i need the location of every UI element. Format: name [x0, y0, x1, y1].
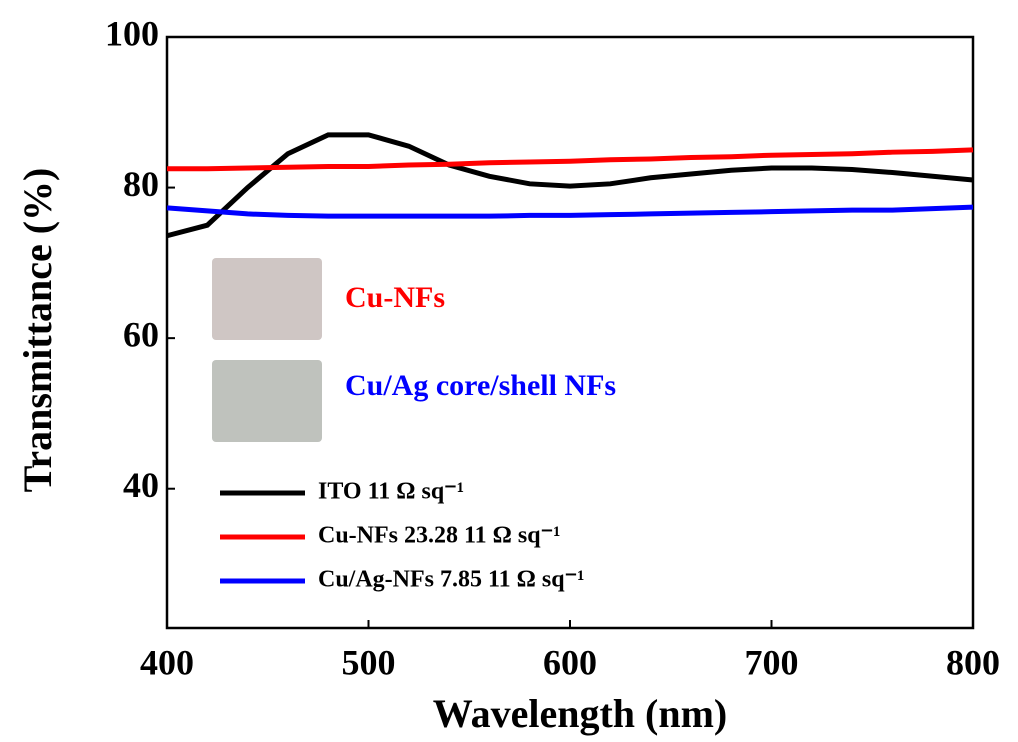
x-tick-label: 800	[946, 642, 1000, 682]
x-tick-label: 600	[543, 642, 597, 682]
y-tick-label: 40	[123, 465, 159, 505]
y-tick-label: 60	[123, 314, 159, 354]
series-line	[166, 132, 974, 239]
y-axis-title: Transmittance (%)	[15, 168, 60, 493]
x-tick-label: 400	[140, 642, 194, 682]
legend-label: ITO 11 Ω sq⁻¹	[318, 479, 464, 505]
legend-label: Cu/Ag-NFs 7.85 11 Ω sq⁻¹	[318, 567, 584, 593]
annotation: Cu/Ag core/shell NFs	[345, 369, 616, 402]
y-tick-label: 80	[123, 164, 159, 204]
x-axis-title: Wavelength (nm)	[433, 691, 727, 736]
legend-label: Cu-NFs 23.28 11 Ω sq⁻¹	[318, 523, 560, 549]
x-tick-label: 700	[745, 642, 799, 682]
sample-photo	[212, 258, 322, 340]
series-line	[166, 204, 974, 219]
y-tick-label: 100	[105, 13, 159, 53]
series-line	[167, 147, 974, 172]
sample-photo	[212, 360, 322, 442]
x-tick-label: 500	[342, 642, 396, 682]
annotation: Cu-NFs	[345, 281, 445, 314]
